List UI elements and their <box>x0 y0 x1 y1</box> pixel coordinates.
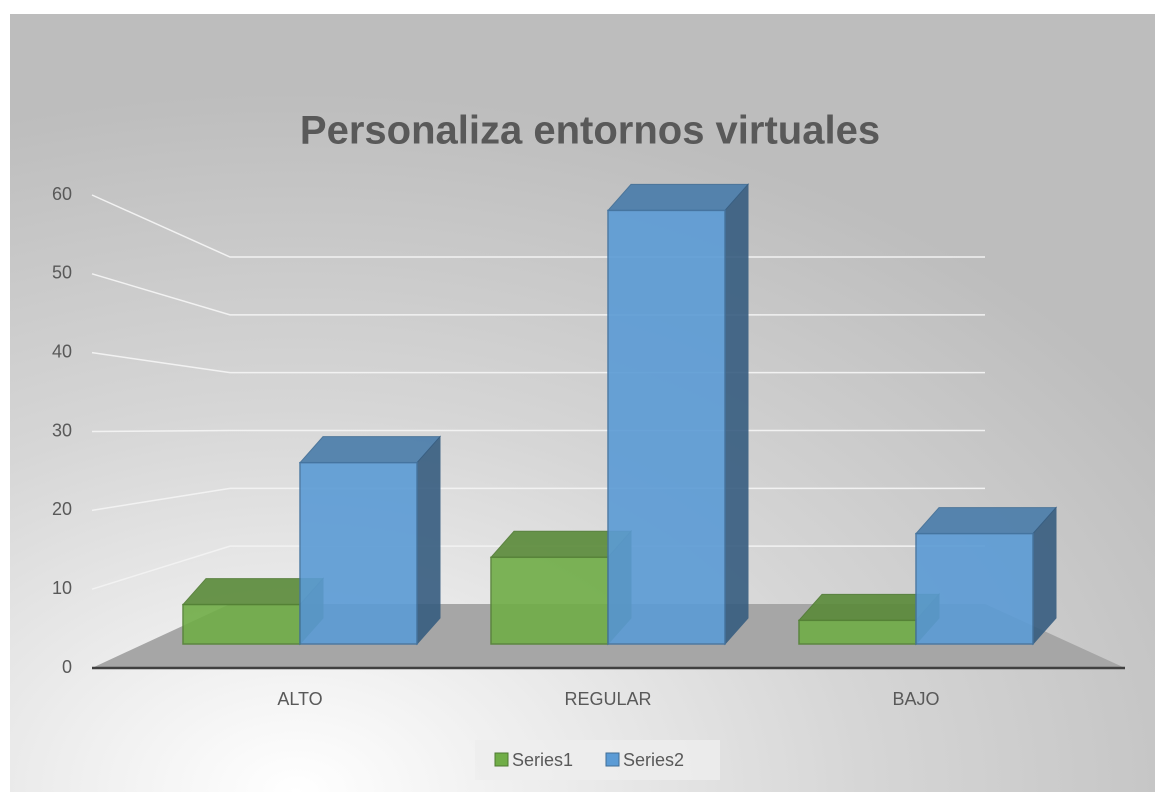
x-tick-label: BAJO <box>892 689 939 709</box>
plot: 0 10 20 30 40 50 60 ALTO REGULAR BAJO Series1 Serie… <box>52 183 1125 770</box>
y-tick-label: 30 <box>52 420 72 440</box>
y-tick-label: 20 <box>52 499 72 519</box>
bar <box>490 556 609 645</box>
x-tick-label: ALTO <box>277 689 322 709</box>
y-tick-label: 60 <box>52 184 72 204</box>
bar <box>299 461 418 645</box>
y-tick-label: 50 <box>52 263 72 283</box>
legend-label: Series1 <box>512 750 573 770</box>
y-tick-label: 40 <box>52 341 72 361</box>
y-tick-label: 10 <box>52 578 72 598</box>
legend <box>475 740 720 780</box>
bar-top <box>298 436 442 464</box>
bar-side <box>416 435 441 646</box>
bar <box>915 532 1034 645</box>
x-tick-label: REGULAR <box>564 689 651 709</box>
bar <box>607 209 726 645</box>
bar-top <box>914 507 1058 535</box>
legend-swatch <box>605 752 620 767</box>
chart-title: Personaliza entornos virtuales <box>300 109 880 153</box>
bar <box>798 619 917 645</box>
bar-side <box>724 183 749 646</box>
y-tick-label: 0 <box>62 657 72 677</box>
legend-swatch <box>494 752 509 767</box>
bar-top <box>606 183 750 211</box>
legend-label: Series2 <box>623 750 684 770</box>
bar <box>182 603 301 645</box>
